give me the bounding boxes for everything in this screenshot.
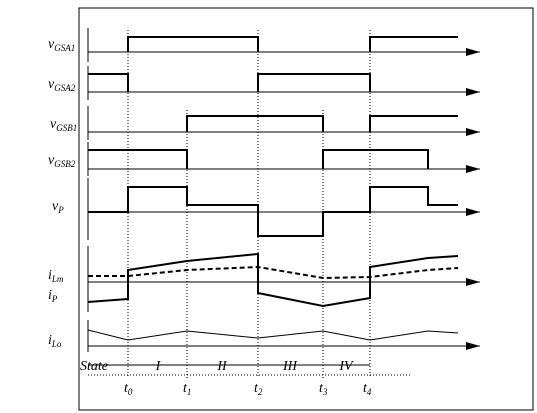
frame (78, 7, 534, 411)
time-label: t2 (254, 381, 263, 397)
time-labels: t0 t1 t2 t3 t4 (124, 381, 372, 397)
state-label: State (80, 359, 108, 374)
signal-label: iLm (48, 268, 64, 284)
signal-label: vGSA1 (48, 37, 75, 53)
state-row: State I II III IV (80, 359, 354, 374)
phase-label: II (216, 359, 228, 374)
signal-label: iLo (48, 333, 62, 349)
signal-label: iP (48, 288, 58, 304)
time-label: t4 (363, 381, 372, 397)
signal-label: vGSB2 (48, 153, 76, 169)
phase-label: I (155, 359, 162, 374)
signal-label: vGSA2 (48, 77, 76, 93)
waveforms (87, 36, 459, 341)
signal-label: vGSB1 (50, 117, 77, 133)
time-label: t1 (183, 381, 191, 397)
phase-label: III (282, 359, 298, 374)
axes (87, 28, 480, 352)
phase-label: IV (338, 359, 354, 374)
time-label: t0 (124, 381, 133, 397)
signal-labels: vGSA1 vGSA2 vGSB1 vGSB2 vP iLm iP iLo (48, 37, 77, 349)
time-label: t3 (319, 381, 328, 397)
signal-label: vP (52, 199, 64, 215)
